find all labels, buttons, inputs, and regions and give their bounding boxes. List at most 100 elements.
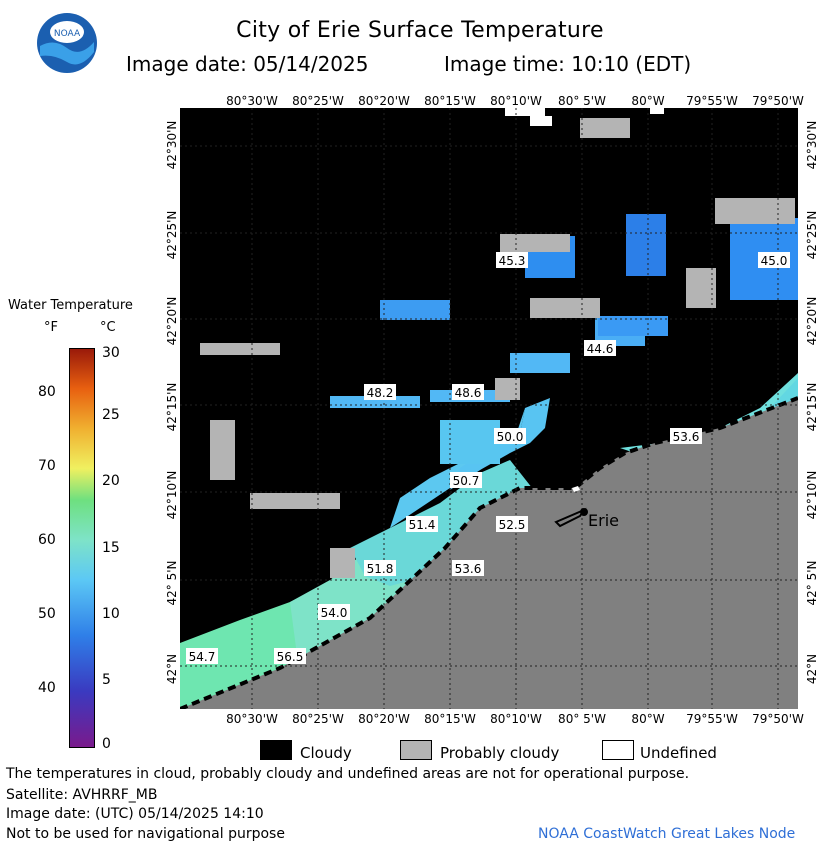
undefined-area — [650, 108, 664, 114]
legend-tick-f: 50 — [38, 606, 56, 622]
lon-label-bottom: 79°55'W — [686, 712, 738, 726]
image-time: Image time: 10:10 (EDT) — [444, 52, 692, 76]
temp-label: 53.6 — [673, 430, 700, 444]
lon-label-top: 80°15'W — [424, 94, 476, 108]
key-undefined-label: Undefined — [640, 744, 717, 762]
key-cloudy-swatch — [260, 740, 292, 760]
legend-tick-f: 70 — [38, 458, 56, 474]
legend-tick-f: 80 — [38, 384, 56, 400]
lon-label-bottom: 80°15'W — [424, 712, 476, 726]
lat-label-right: 42°N — [805, 653, 819, 685]
color-scale-bar — [69, 348, 95, 748]
lon-label-bottom: 80°25'W — [292, 712, 344, 726]
temp-label: 50.0 — [497, 430, 524, 444]
city-label: Erie — [588, 511, 619, 530]
temp-label: 45.0 — [761, 254, 788, 268]
temp-label: 48.2 — [367, 386, 394, 400]
legend-tick-f: 40 — [38, 680, 56, 696]
water-patch — [380, 300, 450, 320]
erie-harbor-outline — [554, 507, 587, 528]
legend-tick-c: 25 — [102, 407, 120, 423]
lon-label-bottom: 80°20'W — [358, 712, 410, 726]
temperature-map: Erie 45.3 45.0 44.6 48.2 48.6 50.0 53.6 … — [180, 108, 798, 709]
lat-label-left: 42° 5'N — [165, 560, 179, 606]
temp-label: 48.6 — [455, 386, 482, 400]
legend-title: Water Temperature — [8, 298, 133, 313]
temp-label: 56.5 — [277, 650, 304, 664]
lat-label-right: 42°20'N — [805, 296, 819, 346]
lat-label-right: 42°30'N — [805, 120, 819, 170]
lon-label-bottom: 79°50'W — [752, 712, 804, 726]
land-area — [572, 486, 580, 492]
lat-label-left: 42°15'N — [165, 382, 179, 432]
lon-label-bottom: 80°W — [631, 712, 665, 726]
lon-label-bottom: 80°30'W — [226, 712, 278, 726]
lat-label-left: 42°N — [165, 653, 179, 685]
legend-tick-c: 5 — [102, 672, 111, 688]
lat-label-left: 42°10'N — [165, 470, 179, 520]
water-band — [390, 408, 525, 528]
land-area — [180, 398, 798, 709]
lat-label-right: 42°25'N — [805, 210, 819, 260]
lat-label-right: 42°10'N — [805, 470, 819, 520]
water-band — [350, 460, 540, 586]
probably-cloudy-area — [580, 118, 630, 138]
temp-label: 51.4 — [409, 518, 436, 532]
probably-cloudy-area — [715, 198, 795, 224]
probably-cloudy-area — [330, 548, 355, 578]
disclaimer-text: The temperatures in cloud, probably clou… — [6, 766, 690, 782]
navigation-warning: Not to be used for navigational purpose — [6, 826, 285, 842]
lon-label-bottom: 80° 5'W — [558, 712, 606, 726]
key-probably-cloudy-label: Probably cloudy — [440, 744, 560, 762]
legend-unit-c: °C — [100, 320, 116, 335]
image-date: Image date: 05/14/2025 — [126, 52, 369, 76]
water-patch — [330, 396, 420, 408]
image-date-utc: Image date: (UTC) 05/14/2025 14:10 — [6, 806, 264, 822]
key-undefined-swatch — [602, 740, 634, 760]
probably-cloudy-area — [250, 493, 340, 509]
temp-label: 54.0 — [321, 606, 348, 620]
probably-cloudy-area — [210, 420, 235, 480]
lon-label-top: 80°20'W — [358, 94, 410, 108]
undefined-area — [505, 108, 545, 116]
lon-label-top: 80°30'W — [226, 94, 278, 108]
lon-label-top: 79°50'W — [752, 94, 804, 108]
legend-tick-c: 30 — [102, 345, 120, 361]
probably-cloudy-area — [495, 378, 520, 400]
legend-tick-c: 10 — [102, 606, 120, 622]
legend-tick-c: 15 — [102, 540, 120, 556]
temp-label: 54.7 — [189, 650, 216, 664]
lon-label-top: 79°55'W — [686, 94, 738, 108]
lat-label-right: 42°15'N — [805, 382, 819, 432]
key-probably-cloudy-swatch — [400, 740, 432, 760]
legend-tick-f: 60 — [38, 532, 56, 548]
lat-label-left: 42°25'N — [165, 210, 179, 260]
probably-cloudy-area — [686, 268, 716, 308]
lon-label-top: 80°10'W — [490, 94, 542, 108]
temp-label: 44.6 — [587, 342, 614, 356]
lon-label-top: 80° 5'W — [558, 94, 606, 108]
credit-text: NOAA CoastWatch Great Lakes Node — [538, 826, 796, 842]
water-patch — [440, 420, 500, 464]
legend-tick-c: 0 — [102, 736, 111, 752]
probably-cloudy-area — [200, 343, 280, 355]
legend-unit-f: °F — [44, 320, 58, 335]
graticule — [180, 108, 798, 709]
temp-label: 45.3 — [499, 254, 526, 268]
temp-label: 53.6 — [455, 562, 482, 576]
lat-label-left: 42°20'N — [165, 296, 179, 346]
legend-tick-c: 20 — [102, 473, 120, 489]
key-cloudy-label: Cloudy — [300, 744, 352, 762]
undefined-area — [530, 116, 552, 126]
lon-label-bottom: 80°10'W — [490, 712, 542, 726]
water-patch — [598, 316, 668, 336]
erie-city-marker — [580, 508, 588, 516]
water-patch — [510, 353, 570, 373]
page-title: City of Erie Surface Temperature — [236, 18, 604, 43]
water-patch — [626, 214, 666, 276]
satellite-info: Satellite: AVHRRF_MB — [6, 787, 158, 803]
lat-label-right: 42° 5'N — [805, 560, 819, 606]
lon-label-top: 80°W — [631, 94, 665, 108]
noaa-logo-text: NOAA — [54, 29, 81, 39]
probably-cloudy-area — [530, 298, 600, 318]
